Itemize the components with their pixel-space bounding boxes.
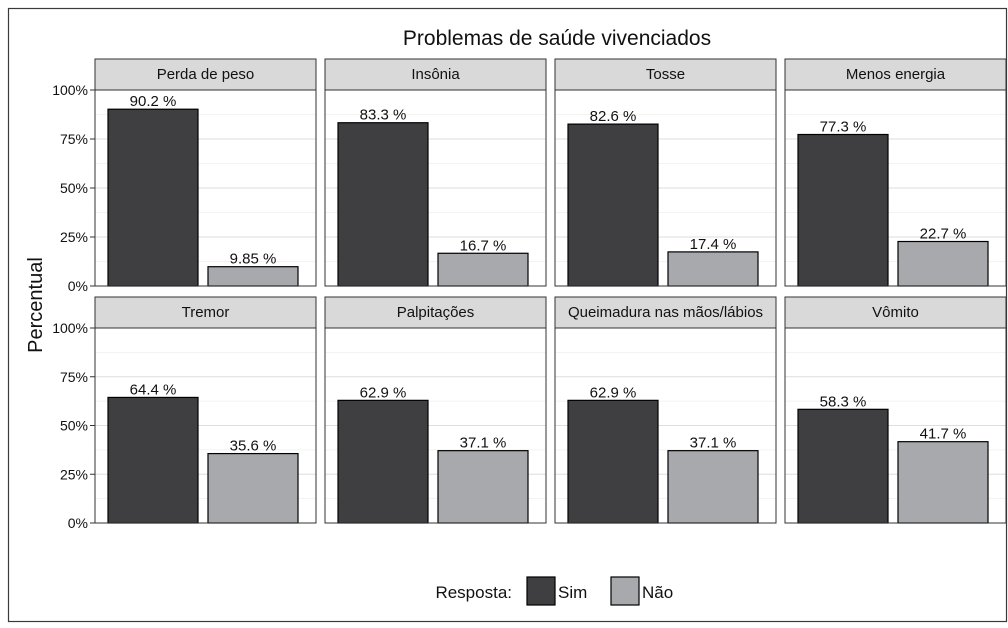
facet-3-strip-label: Tosse <box>646 66 685 83</box>
facet-5-bar-label-nao: 35.6 % <box>230 438 277 455</box>
facet-8-panel-border <box>784 327 1007 524</box>
facet-4-bar-sim <box>797 133 889 287</box>
y-tick-label: 50% <box>60 180 88 196</box>
facet-2-bar-nao <box>437 252 529 287</box>
facet-3-bar-label-sim: 82.6 % <box>590 108 637 125</box>
facet-4-strip-label: Menos energia <box>846 66 946 83</box>
facet-2-bar-label-nao: 16.7 % <box>460 237 507 254</box>
facet-8-bar-label-nao: 41.7 % <box>920 426 967 443</box>
facet-7-bar-nao <box>667 450 759 524</box>
facet-5-bar-nao <box>207 452 299 524</box>
facet-6-bar-sim <box>337 399 429 524</box>
y-tick-label: 100% <box>52 320 88 336</box>
facet-1-strip-label: Perda de peso <box>157 66 255 83</box>
facet-6-panel-border <box>324 327 547 524</box>
facet-3-bar-nao <box>667 251 759 287</box>
facet-2-bar-sim <box>337 122 429 287</box>
facet-3-bar-sim <box>567 123 659 287</box>
facet-1-strip <box>94 58 317 91</box>
facet-6-strip-label: Palpitações <box>397 304 475 321</box>
facet-6-bar-label-nao: 37.1 % <box>460 435 507 452</box>
facet-4-panel-border <box>784 89 1007 287</box>
facet-4-bar-label-sim: 77.3 % <box>820 118 867 135</box>
legend-swatch-nao <box>610 576 640 606</box>
facet-7-bar-sim <box>567 399 659 524</box>
facet-2-bar-label-sim: 83.3 % <box>360 107 407 124</box>
y-tick-label: 25% <box>60 466 88 482</box>
facet-4-strip <box>784 58 1007 91</box>
y-tick-label: 0% <box>68 278 88 294</box>
y-tick-label: 75% <box>60 369 88 385</box>
facet-1-bar-label-nao: 9.85 % <box>230 251 277 268</box>
y-tick-label: 0% <box>68 515 88 531</box>
legend: Resposta: Sim Não <box>435 576 673 606</box>
facet-6-bar-nao <box>437 450 529 524</box>
facet-8-bar-label-sim: 58.3 % <box>820 393 867 410</box>
facet-7-strip-label: Queimadura nas mãos/lábios <box>568 304 763 321</box>
legend-label-sim: Sim <box>558 583 587 602</box>
facet-6-bar-label-sim: 62.9 % <box>360 384 407 401</box>
y-axis-label: Percentual <box>25 257 47 353</box>
facet-7-bar-label-sim: 62.9 % <box>590 384 637 401</box>
facet-2-strip-label: Insônia <box>411 66 460 83</box>
y-tick-label: 50% <box>60 418 88 434</box>
facet-panels: Perda de peso 90.2 % 9.85 % 0% 25% 50% 75% 100%… <box>52 58 1007 531</box>
facet-7-strip <box>554 296 777 329</box>
y-tick-label: 100% <box>52 82 88 98</box>
y-tick-label: 25% <box>60 229 88 245</box>
facet-7-panel-border <box>554 327 777 524</box>
facet-5-strip-label: Tremor <box>182 304 230 321</box>
facet-6-strip <box>324 296 547 329</box>
facet-3-bar-label-nao: 17.4 % <box>690 236 737 253</box>
facet-8-bar-sim <box>797 408 889 524</box>
facet-8-bar-nao <box>897 441 989 524</box>
facet-1-bar-label-sim: 90.2 % <box>130 93 177 110</box>
facet-4-bar-nao <box>897 240 989 287</box>
facet-8-strip-label: Vômito <box>872 304 919 321</box>
facet-2-strip <box>324 58 547 91</box>
legend-swatch-sim <box>526 576 556 606</box>
chart-title: Problemas de saúde vivenciados <box>403 27 711 50</box>
facet-1-bar-sim <box>107 108 199 287</box>
facet-4-bar-label-nao: 22.7 % <box>920 226 967 243</box>
y-tick-label: 75% <box>60 131 88 147</box>
facet-3-panel-border <box>554 89 777 287</box>
facet-5-bar-sim <box>107 396 199 524</box>
legend-label-nao: Não <box>642 583 673 602</box>
facet-7-bar-label-nao: 37.1 % <box>690 435 737 452</box>
facet-1-bar-nao <box>207 266 299 287</box>
facet-2-panel-border <box>324 89 547 287</box>
legend-title: Resposta: <box>435 583 512 602</box>
facet-3-strip <box>554 58 777 91</box>
facet-5-bar-label-sim: 64.4 % <box>130 381 177 398</box>
